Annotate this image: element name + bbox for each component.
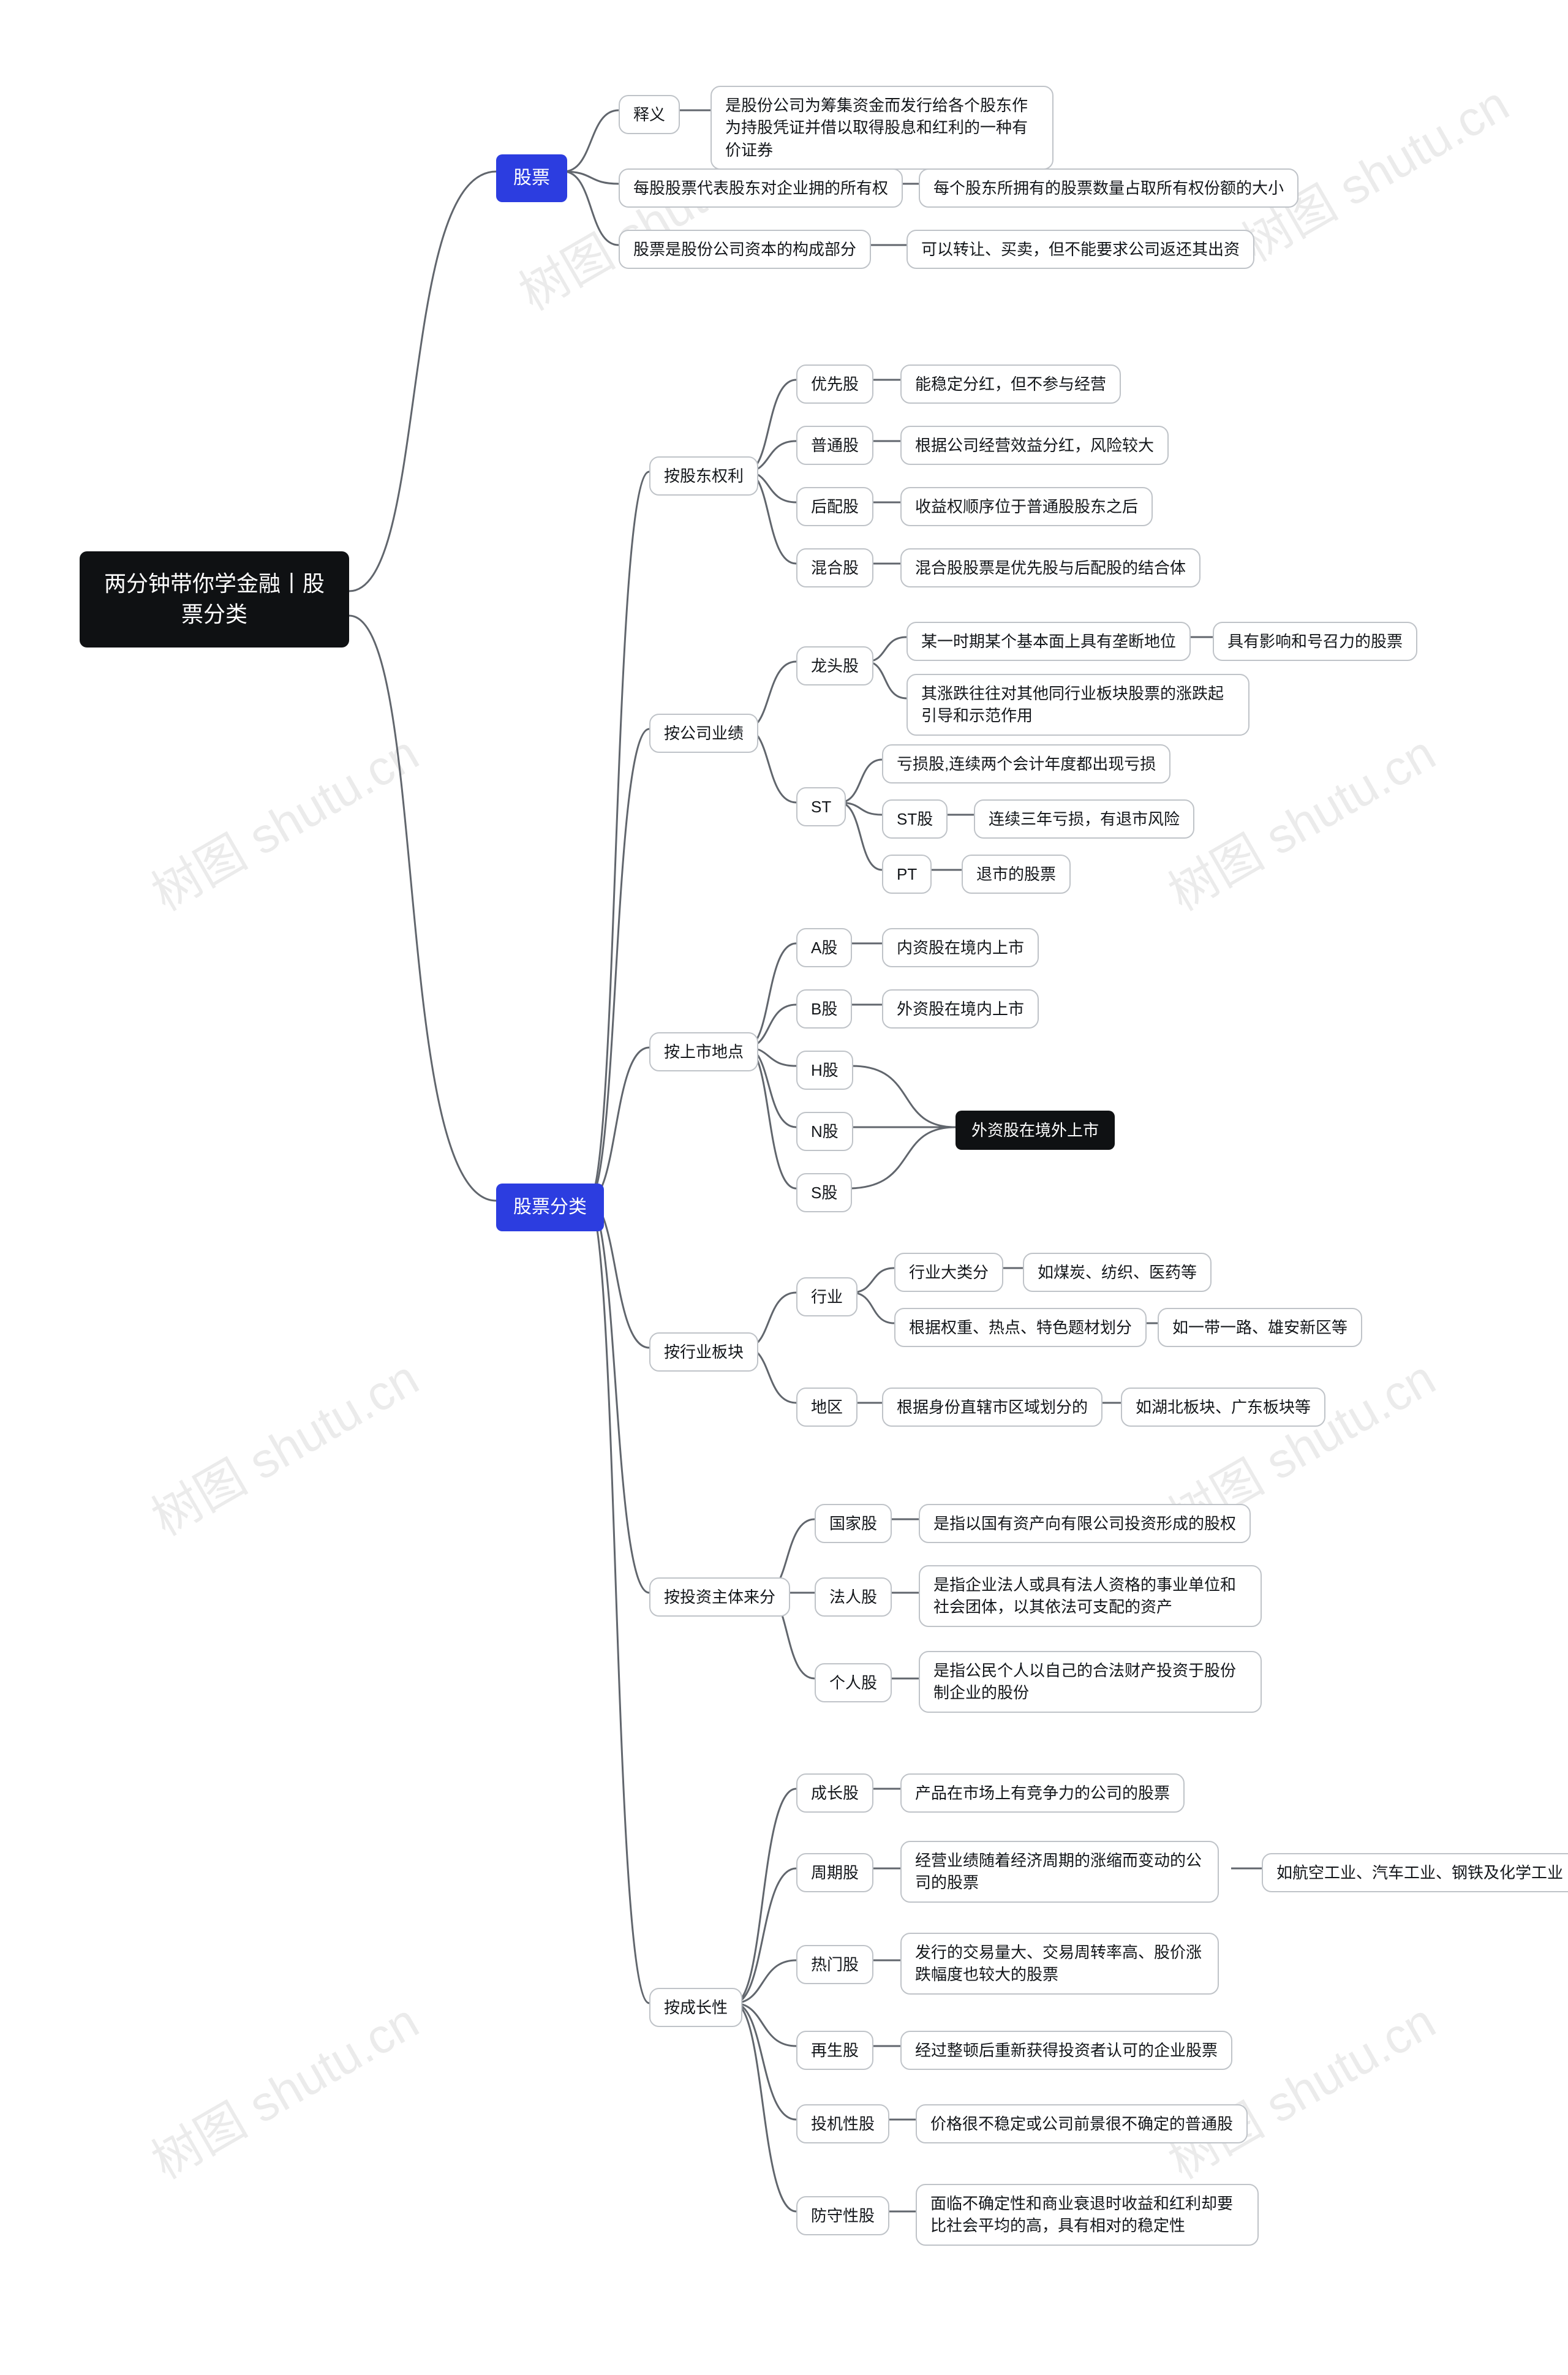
node-a-share: A股: [796, 928, 852, 967]
node-st-st: ST股: [882, 799, 948, 839]
node-by-investor: 按投资主体来分: [649, 1577, 790, 1617]
node-stock: 股票: [496, 154, 567, 202]
node-st-st-text: 连续三年亏损，有退市风险: [974, 799, 1194, 839]
node-growth-hot: 热门股: [796, 1945, 873, 1984]
node-capital-text: 可以转让、买卖，但不能要求公司返还其出资: [907, 230, 1254, 269]
node-growth-cycle-text: 经营业绩随着经济周期的涨缩而变动的公司的股票: [900, 1841, 1219, 1903]
node-capital-label: 股票是股份公司资本的构成部分: [619, 230, 871, 269]
node-leader-a: 某一时期某个基本面上具有垄断地位: [907, 622, 1191, 661]
node-sector-ind-b-text: 如一带一路、雄安新区等: [1158, 1308, 1362, 1347]
node-growth-cycle: 周期股: [796, 1853, 873, 1892]
node-leader-a-tail: 具有影响和号召力的股票: [1213, 622, 1417, 661]
watermark: 树图 shutu.cn: [1153, 1983, 1446, 2193]
node-post-text: 收益权顺序位于普通股股东之后: [900, 487, 1153, 526]
node-growth-defend: 防守性股: [796, 2196, 889, 2235]
node-inv-state: 国家股: [815, 1504, 892, 1543]
node-sector-reg-tail: 如湖北板块、广东板块等: [1121, 1388, 1325, 1427]
node-st: ST: [796, 787, 846, 826]
watermark: 树图 shutu.cn: [1153, 715, 1446, 925]
node-a-share-text: 内资股在境内上市: [882, 928, 1039, 967]
watermark: 树图 shutu.cn: [137, 1340, 429, 1550]
node-sector-ind: 行业: [796, 1277, 858, 1316]
node-common: 普通股: [796, 426, 873, 465]
node-b-share: B股: [796, 989, 852, 1029]
node-st-pt: PT: [882, 855, 932, 894]
node-n-share: N股: [796, 1112, 853, 1151]
watermark: 树图 shutu.cn: [137, 715, 429, 925]
connector-layer: [0, 0, 1568, 2375]
node-leader: 龙头股: [796, 646, 873, 685]
node-sector-ind-a: 行业大类分: [894, 1253, 1003, 1292]
node-ownership-text: 每个股东所拥有的股票数量占取所有权份额的大小: [919, 168, 1298, 208]
node-pref-text: 能稳定分红，但不参与经营: [900, 364, 1121, 404]
node-s-share: S股: [796, 1173, 852, 1212]
node-st-loss: 亏损股,连续两个会计年度都出现亏损: [882, 744, 1170, 783]
node-by-loc: 按上市地点: [649, 1032, 758, 1071]
node-classify: 股票分类: [496, 1184, 604, 1231]
node-growth-spec-text: 价格很不稳定或公司前景很不确定的普通股: [916, 2104, 1248, 2143]
node-growth-growth: 成长股: [796, 1773, 873, 1813]
node-by-growth: 按成长性: [649, 1988, 742, 2027]
node-sector-ind-b: 根据权重、热点、特色题材划分: [894, 1308, 1147, 1347]
node-sector-reg-mid: 根据身份直辖市区域划分的: [882, 1388, 1102, 1427]
node-pref: 优先股: [796, 364, 873, 404]
node-by-perf: 按公司业绩: [649, 714, 758, 753]
root-node: 两分钟带你学金融丨股票分类: [80, 551, 349, 648]
node-post: 后配股: [796, 487, 873, 526]
node-inv-state-text: 是指以国有资产向有限公司投资形成的股权: [919, 1504, 1251, 1543]
node-leader-b: 其涨跌往往对其他同行业板块股票的涨跌起引导和示范作用: [907, 674, 1250, 736]
node-growth-defend-text: 面临不确定性和商业衰退时收益和红利却要比社会平均的高，具有相对的稳定性: [916, 2184, 1259, 2246]
node-foreign-overseas: 外资股在境外上市: [956, 1111, 1115, 1150]
node-growth-growth-text: 产品在市场上有竞争力的公司的股票: [900, 1773, 1185, 1813]
watermark: 树图 shutu.cn: [137, 1983, 429, 2193]
node-mix-text: 混合股股票是优先股与后配股的结合体: [900, 548, 1200, 587]
node-growth-revive-text: 经过整顿后重新获得投资者认可的企业股票: [900, 2031, 1232, 2070]
node-growth-revive: 再生股: [796, 2031, 873, 2070]
node-inv-indiv-text: 是指公民个人以自己的合法财产投资于股份制企业的股份: [919, 1651, 1262, 1713]
node-growth-spec: 投机性股: [796, 2104, 889, 2143]
node-h-share: H股: [796, 1051, 853, 1090]
node-growth-cycle-tail: 如航空工业、汽车工业、钢铁及化学工业: [1262, 1853, 1568, 1892]
node-inv-legal-text: 是指企业法人或具有法人资格的事业单位和社会团体，以其依法可支配的资产: [919, 1565, 1262, 1627]
node-growth-hot-text: 发行的交易量大、交易周转率高、股价涨跌幅度也较大的股票: [900, 1933, 1219, 1995]
node-st-pt-text: 退市的股票: [962, 855, 1071, 894]
node-common-text: 根据公司经营效益分红，风险较大: [900, 426, 1169, 465]
node-sector-reg: 地区: [796, 1388, 858, 1427]
node-by-rights: 按股东权利: [649, 456, 758, 496]
node-by-sector: 按行业板块: [649, 1332, 758, 1372]
node-defn-label: 释义: [619, 95, 680, 134]
node-mix: 混合股: [796, 548, 873, 587]
node-sector-ind-a-text: 如煤炭、纺织、医药等: [1023, 1253, 1212, 1292]
node-defn-text: 是股份公司为筹集资金而发行给各个股东作为持股凭证并借以取得股息和红利的一种有价证…: [710, 86, 1054, 170]
node-inv-legal: 法人股: [815, 1577, 892, 1617]
node-b-share-text: 外资股在境内上市: [882, 989, 1039, 1029]
node-ownership-label: 每股股票代表股东对企业拥的所有权: [619, 168, 903, 208]
node-inv-indiv: 个人股: [815, 1663, 892, 1702]
